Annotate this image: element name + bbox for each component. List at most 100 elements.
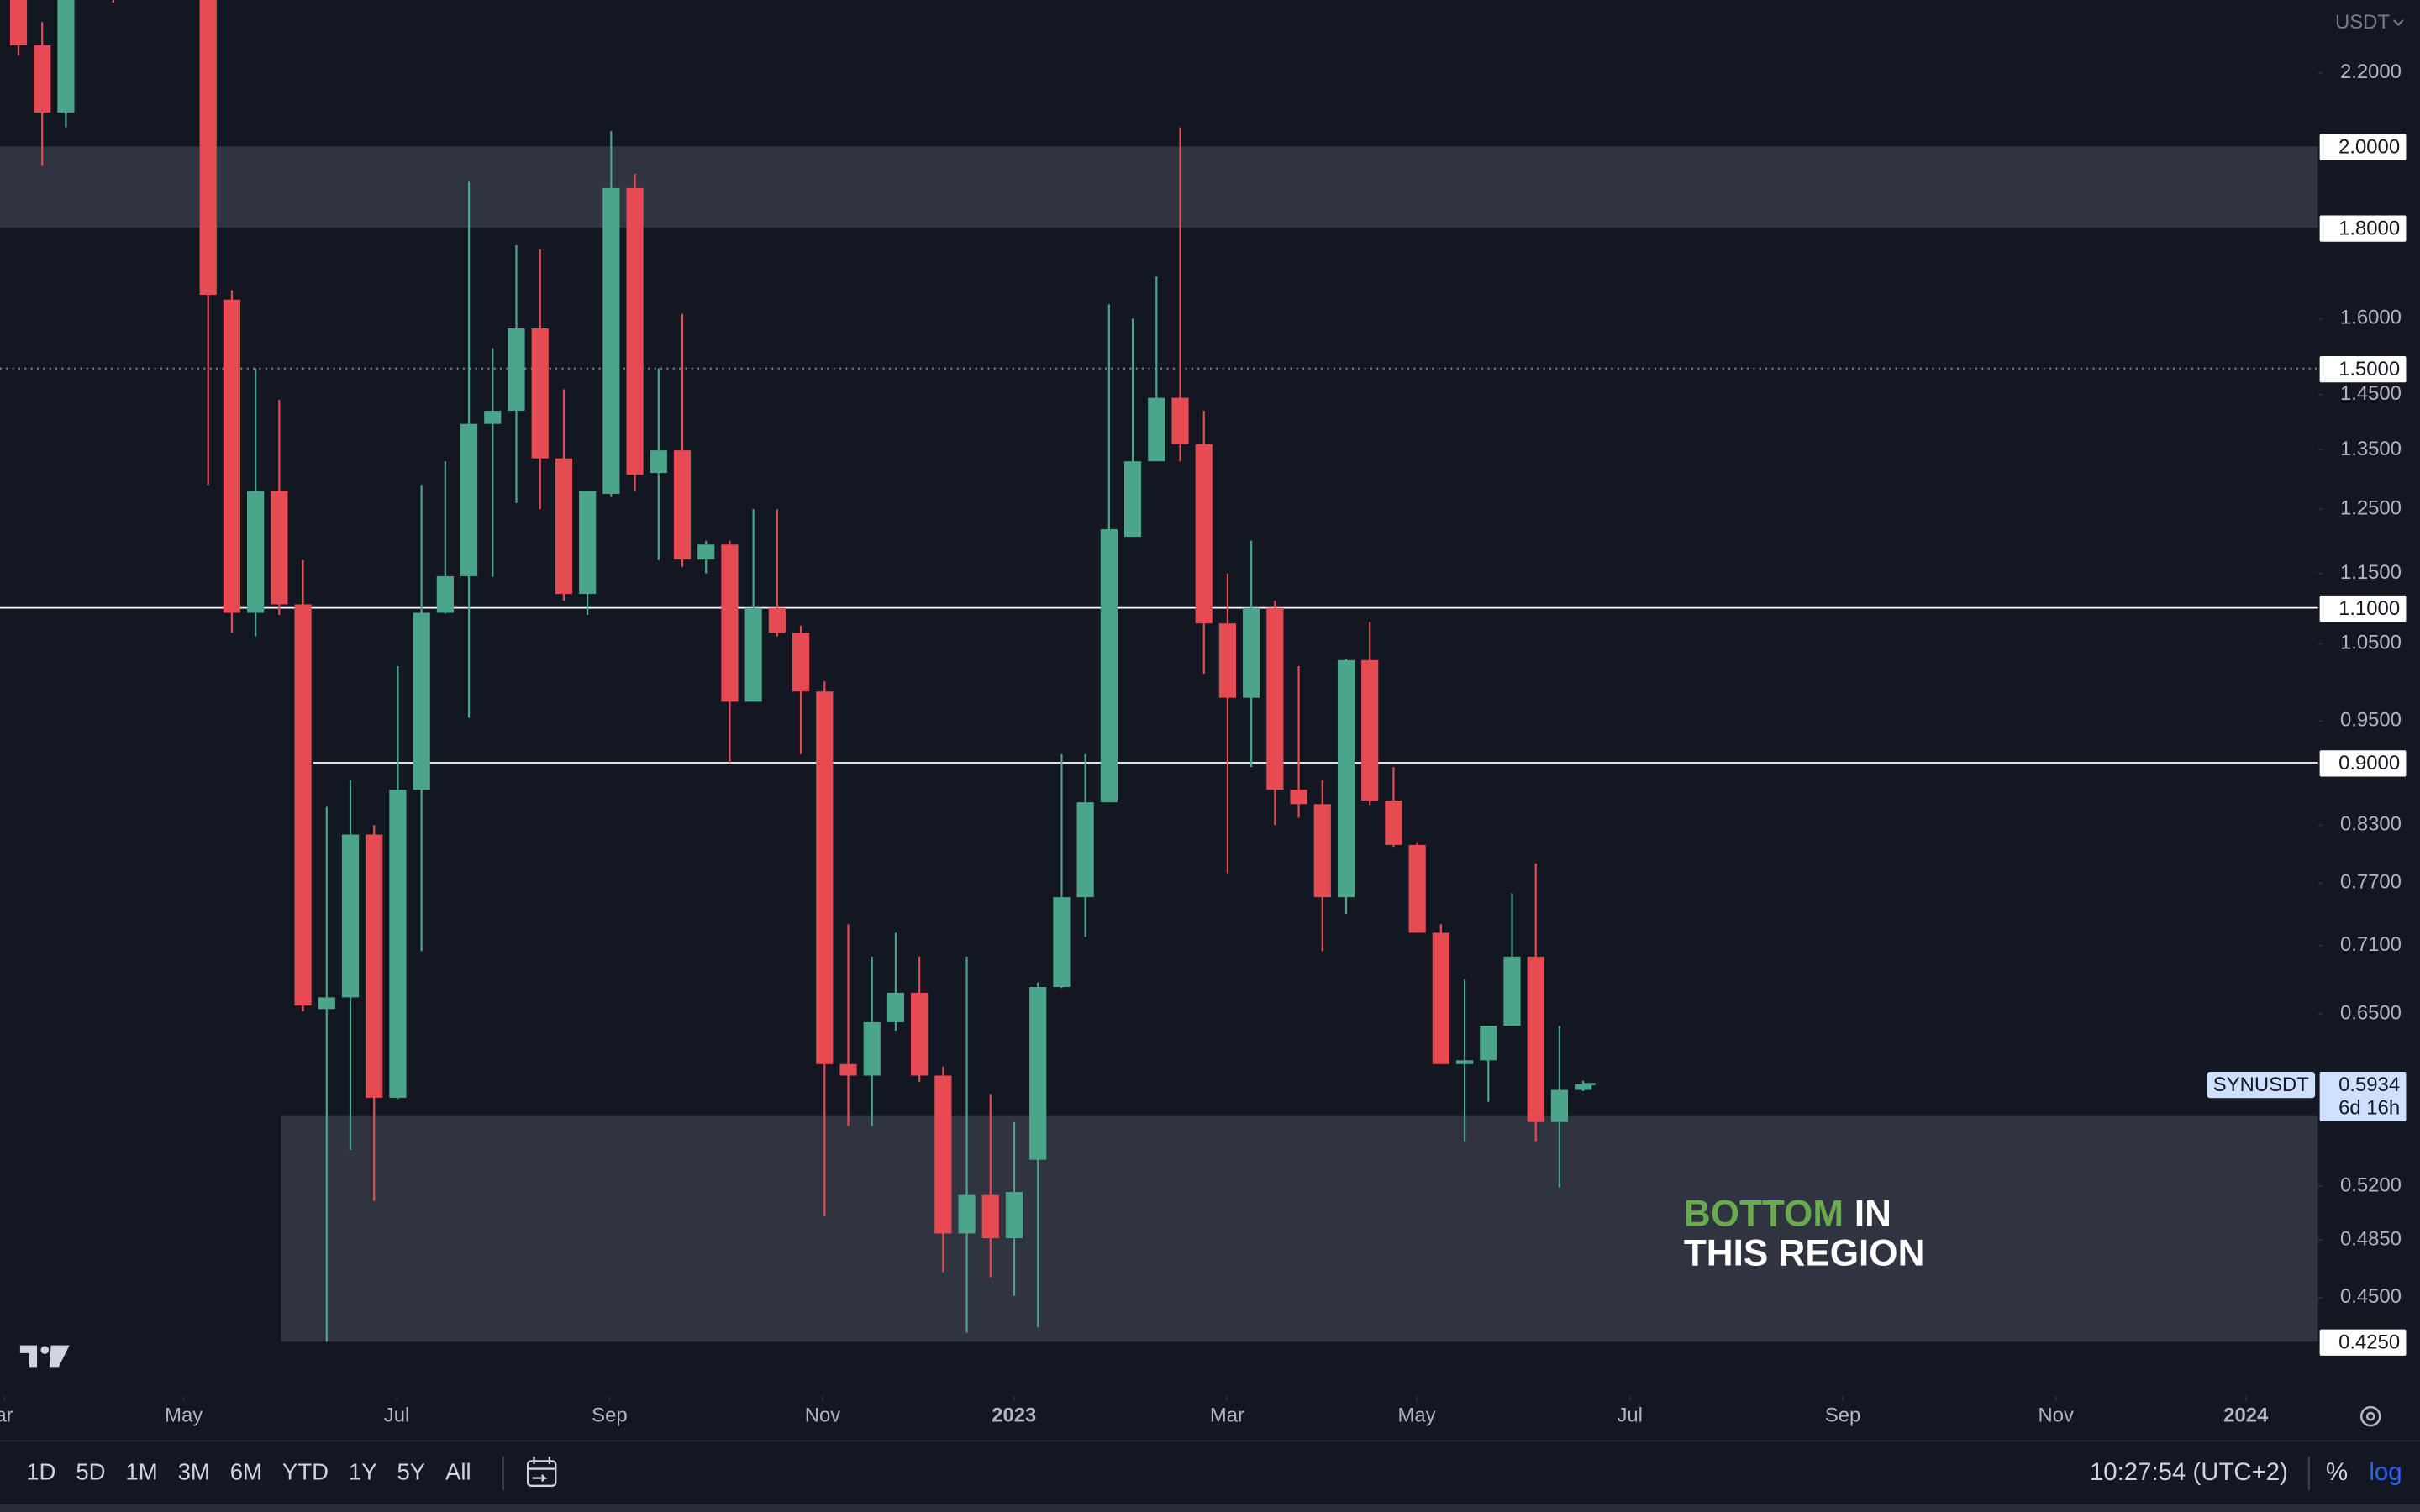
- candle-body: [1385, 800, 1402, 845]
- candle-body: [1503, 956, 1521, 1026]
- candles: [9, 0, 1592, 1342]
- interval-button[interactable]: 5Y: [397, 1458, 425, 1484]
- candle-body: [911, 992, 929, 1076]
- level-label: 1.1000: [2338, 597, 2400, 620]
- x-tick-label: May: [1398, 1404, 1436, 1426]
- y-tick-label: 1.1500: [2340, 561, 2402, 584]
- interval-button[interactable]: 1Y: [349, 1458, 377, 1484]
- candle-body: [863, 1021, 881, 1076]
- zone: [281, 1115, 2318, 1342]
- axes: 2.0000 1.8000 1.5000 1.1000 0.9000 0.4250 2.20…: [0, 60, 2407, 1426]
- candle-body: [1313, 804, 1331, 898]
- candle-body: [460, 423, 478, 576]
- interval-button[interactable]: All: [445, 1458, 471, 1484]
- candle-body: [1266, 607, 1284, 790]
- candle-body: [508, 328, 525, 412]
- clock: 10:27:54 (UTC+2): [2090, 1458, 2288, 1486]
- candle-body: [886, 992, 905, 1022]
- y-tick-label: 0.8300: [2340, 813, 2402, 836]
- level-label-box: [2319, 355, 2407, 383]
- candle-body: [1337, 659, 1355, 898]
- annotation-text: IN: [1854, 1193, 1891, 1234]
- interval-button[interactable]: 1M: [125, 1458, 157, 1484]
- interval-button[interactable]: YTD: [282, 1458, 329, 1484]
- candle-body: [366, 834, 383, 1098]
- candle-body: [1100, 529, 1118, 803]
- level-label-box: [2319, 595, 2407, 622]
- interval-button[interactable]: 1D: [26, 1458, 55, 1484]
- candle-body: [9, 0, 28, 45]
- candle-body: [1123, 461, 1142, 538]
- candle-body: [744, 607, 762, 702]
- x-tick-label: May: [165, 1404, 203, 1426]
- y-tick-label: 0.5200: [2340, 1173, 2402, 1196]
- currency-chevron: [2392, 19, 2404, 26]
- candle-body: [1029, 987, 1047, 1160]
- x-tick-label: Nov: [2039, 1404, 2075, 1426]
- x-tick-label: Jul: [1617, 1404, 1643, 1426]
- level-label: 1.5000: [2338, 358, 2400, 381]
- x-tick-label: Nov: [805, 1404, 840, 1426]
- candle-body: [199, 0, 217, 296]
- candle-body: [413, 612, 430, 790]
- bottom-strip: [0, 1504, 2420, 1512]
- candle-body: [34, 45, 51, 113]
- candle-body: [934, 1075, 952, 1234]
- interval-button[interactable]: 3M: [178, 1458, 210, 1484]
- candle-body: [721, 544, 739, 702]
- candle-body: [673, 450, 692, 560]
- candle-body: [1527, 956, 1544, 1122]
- candle-body: [1171, 397, 1189, 444]
- candle-body: [223, 299, 241, 613]
- candle-body: [57, 0, 75, 113]
- y-tick-label: 1.0500: [2340, 632, 2402, 654]
- x-tick-label: Sep: [592, 1404, 627, 1426]
- candle-body: [579, 491, 597, 595]
- candle-body: [650, 450, 667, 474]
- currency[interactable]: USDT: [2335, 11, 2390, 34]
- level-label: 2.0000: [2338, 136, 2400, 159]
- candle-body: [1005, 1192, 1023, 1239]
- candle-body: [768, 607, 786, 633]
- level-label: 0.4250: [2338, 1331, 2400, 1353]
- y-tick-label: 0.7100: [2340, 933, 2402, 956]
- interval-buttons: 1D 5D 1M 3M 6M YTD 1Y 5Y All: [26, 1458, 471, 1484]
- candle-body: [247, 491, 265, 613]
- candle-body: [697, 544, 715, 560]
- candle-body: [626, 187, 644, 475]
- zone: [0, 146, 2318, 228]
- candle-body: [1408, 844, 1426, 933]
- interval-button[interactable]: 6M: [230, 1458, 262, 1484]
- x-tick-label: ar: [0, 1404, 13, 1426]
- log-toggle[interactable]: log: [2369, 1458, 2402, 1486]
- candle-body: [531, 328, 549, 459]
- calendar-icon[interactable]: [526, 1456, 557, 1487]
- y-tick-label: 0.6500: [2340, 1001, 2402, 1024]
- candle-body: [1290, 790, 1307, 805]
- candle-body: [436, 575, 454, 613]
- candle-body: [1432, 932, 1449, 1064]
- annotation-highlight: BOTTOM: [1684, 1193, 1844, 1234]
- x-tick-label: Sep: [1825, 1404, 1860, 1426]
- candle-body: [1218, 623, 1237, 698]
- candle-body: [341, 834, 360, 998]
- candle-body: [555, 458, 573, 595]
- level-label-box: [2319, 134, 2407, 160]
- candle-body: [294, 604, 312, 1006]
- x-tick-label: 2023: [992, 1404, 1036, 1426]
- interval-button[interactable]: 5D: [76, 1458, 105, 1484]
- candle-body: [1480, 1026, 1497, 1061]
- y-tick-label: 0.7700: [2340, 871, 2402, 894]
- percent-toggle[interactable]: %: [2326, 1458, 2348, 1486]
- countdown: 6d 16h: [2338, 1096, 2400, 1119]
- candle-body: [1148, 397, 1165, 462]
- y-tick-label: 1.4500: [2340, 382, 2402, 405]
- y-tick-label: 1.3500: [2340, 438, 2402, 460]
- candle-body: [1076, 802, 1094, 898]
- x-tick-label: 2024: [2223, 1404, 2269, 1426]
- annotation-line2: THIS REGION: [1684, 1233, 1925, 1274]
- settings-icon[interactable]: [2360, 1405, 2381, 1427]
- candle-body: [602, 187, 620, 494]
